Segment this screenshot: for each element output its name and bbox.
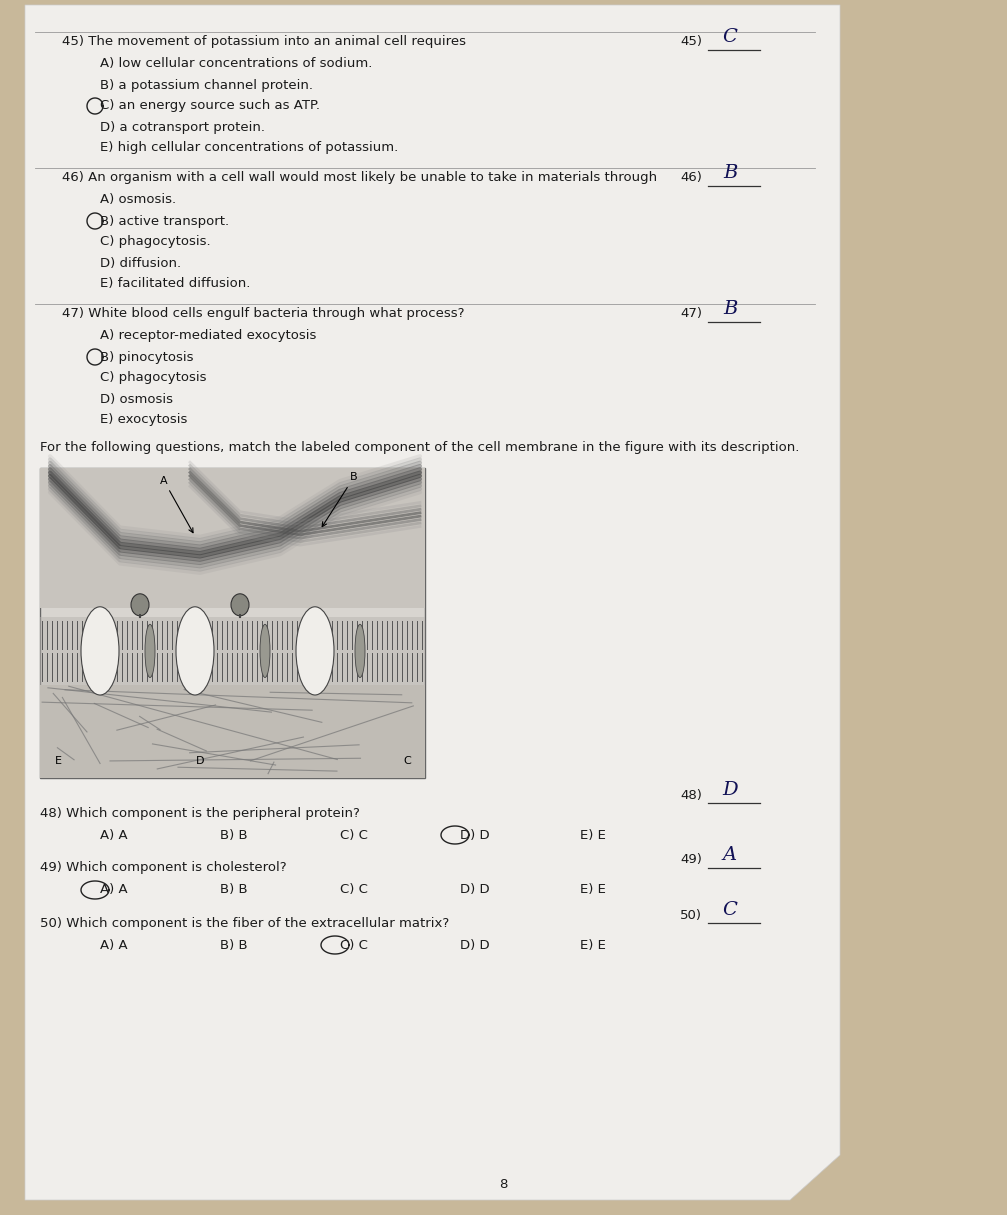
FancyBboxPatch shape — [40, 617, 425, 685]
Text: D) D: D) D — [460, 883, 489, 897]
Text: B: B — [723, 164, 737, 182]
Ellipse shape — [145, 625, 155, 678]
Text: E) high cellular concentrations of potassium.: E) high cellular concentrations of potas… — [100, 141, 398, 154]
Ellipse shape — [260, 625, 270, 678]
Text: A) A: A) A — [100, 883, 128, 897]
Ellipse shape — [355, 625, 365, 678]
Text: B) active transport.: B) active transport. — [100, 215, 230, 227]
Text: A) osmosis.: A) osmosis. — [100, 193, 176, 207]
Ellipse shape — [231, 594, 249, 616]
Text: C) C: C) C — [340, 938, 368, 951]
Text: 50): 50) — [680, 909, 702, 921]
Text: D) a cotransport protein.: D) a cotransport protein. — [100, 120, 265, 134]
Text: C: C — [723, 28, 737, 46]
Text: B: B — [723, 300, 737, 318]
Ellipse shape — [176, 606, 214, 695]
Text: For the following questions, match the labeled component of the cell membrane in: For the following questions, match the l… — [40, 441, 800, 454]
Text: E) E: E) E — [580, 829, 606, 842]
Text: A) A: A) A — [100, 938, 128, 951]
Text: 48) Which component is the peripheral protein?: 48) Which component is the peripheral pr… — [40, 807, 359, 819]
Text: 47): 47) — [680, 307, 702, 321]
Text: C) an energy source such as ATP.: C) an energy source such as ATP. — [100, 100, 320, 113]
Text: 45): 45) — [680, 35, 702, 49]
Text: B) a potassium channel protein.: B) a potassium channel protein. — [100, 79, 313, 91]
Text: C: C — [723, 902, 737, 919]
Text: B) pinocytosis: B) pinocytosis — [100, 350, 193, 363]
Polygon shape — [25, 5, 840, 1200]
Text: C: C — [403, 756, 411, 765]
Text: A) A: A) A — [100, 829, 128, 842]
Text: C) C: C) C — [340, 883, 368, 897]
Text: D: D — [722, 781, 738, 799]
Text: 46): 46) — [680, 171, 702, 185]
Text: C) phagocytosis.: C) phagocytosis. — [100, 236, 210, 249]
Text: B: B — [322, 473, 357, 526]
Text: A: A — [160, 475, 193, 532]
Text: 8: 8 — [498, 1179, 508, 1192]
Text: A: A — [723, 846, 737, 864]
Text: C) phagocytosis: C) phagocytosis — [100, 372, 206, 384]
Text: 47) White blood cells engulf bacteria through what process?: 47) White blood cells engulf bacteria th… — [62, 307, 464, 321]
Text: B) B: B) B — [220, 829, 248, 842]
Text: D: D — [195, 756, 204, 765]
Text: E) E: E) E — [580, 938, 606, 951]
FancyBboxPatch shape — [40, 468, 425, 778]
FancyBboxPatch shape — [40, 685, 425, 778]
Text: E) E: E) E — [580, 883, 606, 897]
Ellipse shape — [81, 606, 119, 695]
Text: D) osmosis: D) osmosis — [100, 392, 173, 406]
Text: B) B: B) B — [220, 883, 248, 897]
Ellipse shape — [296, 606, 334, 695]
Text: 49): 49) — [680, 853, 702, 866]
Text: D) diffusion.: D) diffusion. — [100, 256, 181, 270]
Text: 45) The movement of potassium into an animal cell requires: 45) The movement of potassium into an an… — [62, 35, 466, 49]
Text: D) D: D) D — [460, 829, 489, 842]
Ellipse shape — [131, 594, 149, 616]
Text: E) facilitated diffusion.: E) facilitated diffusion. — [100, 277, 251, 290]
Text: 46) An organism with a cell wall would most likely be unable to take in material: 46) An organism with a cell wall would m… — [62, 171, 658, 185]
Text: A) low cellular concentrations of sodium.: A) low cellular concentrations of sodium… — [100, 57, 373, 70]
Text: A) receptor-mediated exocytosis: A) receptor-mediated exocytosis — [100, 329, 316, 343]
Text: C) C: C) C — [340, 829, 368, 842]
Text: D) D: D) D — [460, 938, 489, 951]
Text: 48): 48) — [680, 789, 702, 802]
Text: B) B: B) B — [220, 938, 248, 951]
Text: E: E — [54, 756, 61, 765]
FancyBboxPatch shape — [40, 468, 425, 608]
Text: 50) Which component is the fiber of the extracellular matrix?: 50) Which component is the fiber of the … — [40, 916, 449, 929]
Text: 49) Which component is cholesterol?: 49) Which component is cholesterol? — [40, 861, 287, 875]
Text: E) exocytosis: E) exocytosis — [100, 413, 187, 426]
